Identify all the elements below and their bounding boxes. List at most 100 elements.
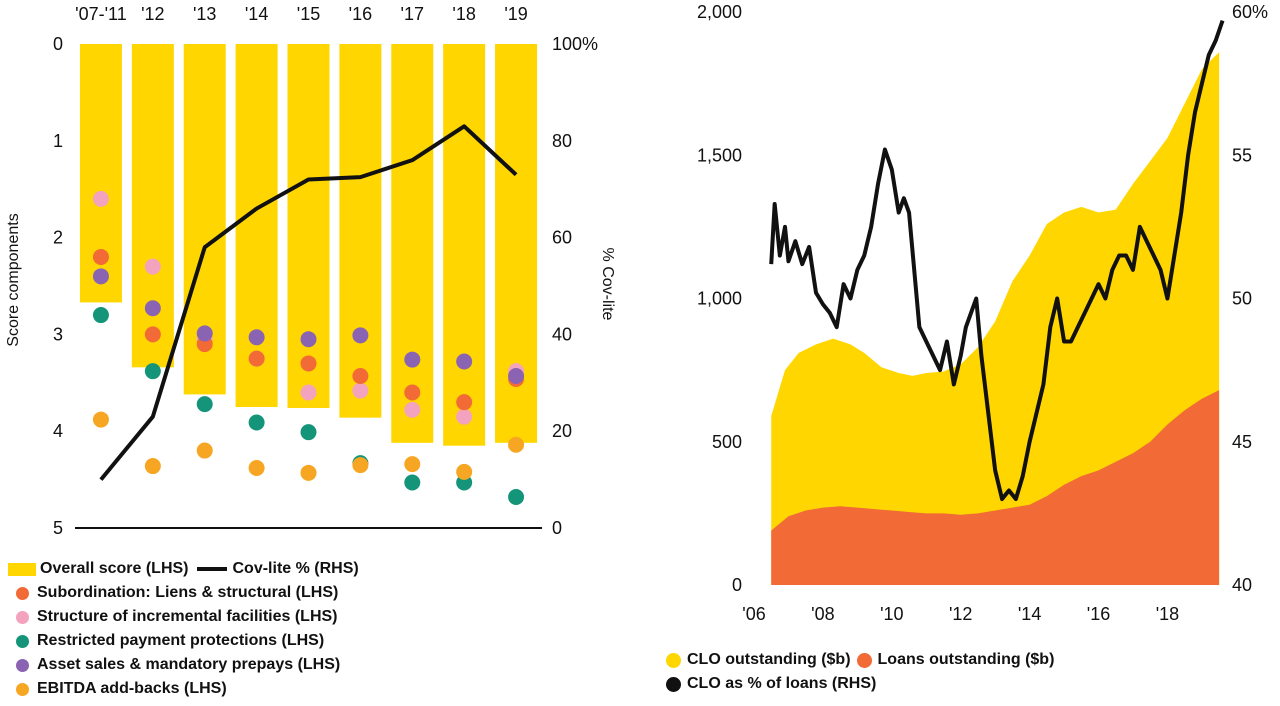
left-tick-label: 1,000	[697, 289, 742, 309]
restricted-dot	[144, 363, 161, 380]
left-tick-label: 0	[53, 34, 63, 54]
incremental-dot	[300, 384, 317, 401]
subordination-dot	[92, 248, 109, 265]
clo-ratio-swatch	[666, 676, 681, 692]
overall-score-bar	[443, 44, 486, 446]
subordination-dot	[352, 368, 369, 385]
x-tick-label: '16	[1087, 604, 1110, 624]
asset-sales-dot	[300, 331, 317, 348]
incremental-dot	[404, 401, 421, 418]
category-label: '16	[349, 4, 372, 24]
incremental-dot	[144, 258, 161, 275]
category-label: '13	[193, 4, 216, 24]
right-tick-label: 20	[552, 421, 572, 441]
ebitda-dot	[404, 456, 421, 473]
legend-clo-outstanding: CLO outstanding ($b)	[687, 651, 851, 668]
restricted-swatch	[16, 634, 29, 648]
left-tick-label: 3	[53, 324, 63, 344]
x-tick-label: '10	[880, 604, 903, 624]
left-tick-label: 5	[53, 518, 63, 538]
overall-score-bar	[235, 44, 278, 407]
loans-outstanding-swatch	[856, 652, 872, 668]
left-tick-label: 0	[732, 575, 742, 595]
x-tick-label: '08	[811, 604, 834, 624]
ebitda-dot	[300, 464, 317, 481]
clo-loans-chart: 0 500 1,000 1,500 2,000 40 45 50 55 60% '06 '08 '10 '…	[697, 2, 1268, 624]
ebitda-dot	[144, 458, 161, 475]
right-tick-label: 55	[1232, 145, 1252, 165]
left-tick-label: 2	[53, 228, 63, 248]
clo-outstanding-area	[771, 52, 1220, 586]
right-tick-label: 60	[552, 228, 572, 248]
category-label: '18	[452, 4, 475, 24]
legend-right: CLO outstanding ($b) Loans outstanding (…	[664, 648, 1054, 696]
legend-ebitda: EBITDA add-backs (LHS)	[37, 680, 227, 697]
subordination-dot	[300, 355, 317, 372]
covenant-score-chart: '07-'11 '12 '13 '14 '15 '16 '17 '18 '19 0 1 2 3 4 5 100…	[5, 4, 616, 538]
right-tick-label: 100%	[552, 34, 598, 54]
subordination-swatch	[16, 586, 29, 600]
ebitda-swatch	[16, 682, 29, 696]
left-tick-label: 1	[53, 131, 63, 151]
ebitda-dot	[92, 411, 109, 428]
overall-score-swatch	[8, 562, 36, 576]
right-tick-label: 0	[552, 518, 562, 538]
legend-restricted: Restricted payment protections (LHS)	[37, 632, 325, 649]
overall-score-bar	[131, 44, 174, 368]
incremental-dot	[352, 382, 369, 399]
overall-score-bar	[391, 44, 434, 443]
x-tick-label: '14	[1018, 604, 1041, 624]
legend-incremental: Structure of incremental facilities (LHS…	[37, 608, 338, 625]
clo-outstanding-swatch	[666, 652, 681, 668]
category-label: '15	[297, 4, 320, 24]
cov-lite-line	[99, 124, 518, 481]
ebitda-dot	[196, 442, 213, 459]
right-tick-label: 45	[1232, 432, 1252, 452]
category-label: '14	[245, 4, 268, 24]
restricted-dot	[248, 414, 265, 431]
right-tick-label: 40	[552, 324, 572, 344]
legend-left: Overall score (LHS) Cov-lite % (RHS) Sub…	[8, 557, 359, 701]
left-axis-title: Score components	[5, 213, 22, 346]
right-tick-label: 40	[1232, 575, 1252, 595]
legend-cov-lite: Cov-lite % (RHS)	[232, 560, 359, 577]
asset-sales-dot	[352, 327, 369, 344]
subordination-dot	[404, 384, 421, 401]
asset-sales-dot	[404, 351, 421, 368]
subordination-dot	[248, 350, 265, 367]
asset-sales-dot	[92, 268, 109, 285]
restricted-dot	[300, 424, 317, 441]
asset-sales-dot	[508, 368, 525, 385]
left-tick-label: 500	[712, 432, 742, 452]
clo-ratio-line	[769, 19, 1225, 502]
x-tick-label: '12	[949, 604, 972, 624]
restricted-dot	[404, 474, 421, 491]
category-label: '17	[401, 4, 424, 24]
incremental-dot	[92, 190, 109, 207]
subordination-dot	[144, 326, 161, 343]
right-tick-label: 60%	[1232, 2, 1268, 22]
subordination-dot	[456, 394, 473, 411]
x-tick-label: '06	[742, 604, 765, 624]
restricted-dot	[508, 489, 525, 506]
asset-sales-dot	[248, 329, 265, 346]
right-tick-label: 50	[1232, 289, 1252, 309]
legend-overall-score: Overall score (LHS)	[40, 560, 189, 577]
right-axis-title: % Cov-lite	[599, 248, 616, 321]
asset-sales-dot	[456, 353, 473, 370]
legend-asset-sales: Asset sales & mandatory prepays (LHS)	[37, 656, 341, 673]
asset-sales-swatch	[16, 658, 29, 672]
incremental-dot	[456, 408, 473, 425]
legend-subordination: Subordination: Liens & structural (LHS)	[37, 584, 339, 601]
right-tick-label: 80	[552, 131, 572, 151]
left-tick-label: 1,500	[697, 145, 742, 165]
category-label: '12	[141, 4, 164, 24]
category-label: '07-'11	[75, 4, 127, 24]
restricted-dot	[196, 396, 213, 413]
ebitda-dot	[248, 459, 265, 476]
restricted-dot	[92, 307, 109, 324]
overall-score-bar	[287, 44, 330, 408]
left-tick-label: 2,000	[697, 2, 742, 22]
x-tick-label: '18	[1156, 604, 1179, 624]
